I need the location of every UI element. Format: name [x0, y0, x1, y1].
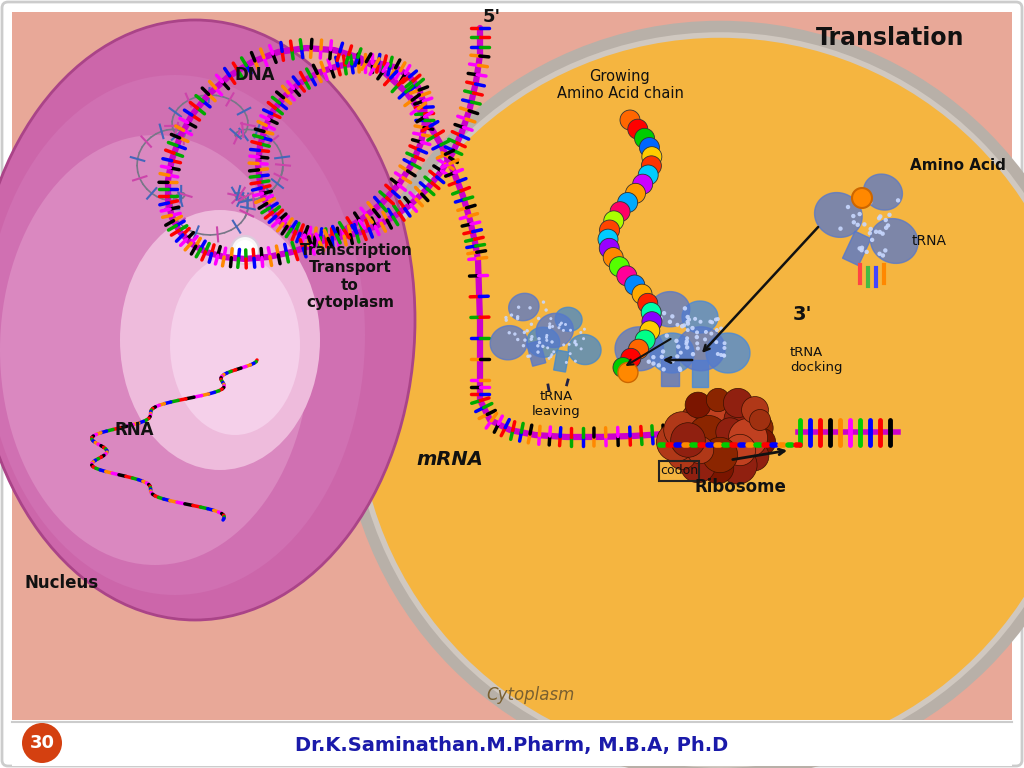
Circle shape: [896, 198, 900, 203]
Circle shape: [662, 367, 666, 372]
Circle shape: [685, 315, 690, 319]
Circle shape: [568, 353, 571, 355]
Circle shape: [883, 248, 888, 253]
Circle shape: [722, 353, 726, 357]
Circle shape: [705, 400, 735, 430]
Circle shape: [724, 402, 760, 438]
Circle shape: [569, 329, 572, 332]
Circle shape: [719, 326, 723, 330]
Circle shape: [528, 354, 531, 358]
Circle shape: [680, 324, 684, 329]
Circle shape: [723, 389, 753, 418]
Circle shape: [879, 214, 883, 219]
Circle shape: [886, 223, 890, 227]
Circle shape: [641, 156, 662, 176]
Text: Translation: Translation: [816, 26, 965, 50]
Circle shape: [702, 437, 737, 472]
Circle shape: [573, 341, 577, 344]
Polygon shape: [526, 340, 546, 366]
Circle shape: [582, 337, 585, 340]
Circle shape: [580, 331, 583, 334]
Circle shape: [682, 323, 686, 327]
Circle shape: [749, 429, 775, 455]
Circle shape: [723, 346, 726, 350]
Circle shape: [643, 346, 647, 350]
Circle shape: [580, 347, 583, 350]
Circle shape: [715, 340, 718, 344]
Circle shape: [628, 119, 648, 139]
Circle shape: [635, 128, 654, 148]
Circle shape: [633, 174, 652, 194]
Circle shape: [695, 330, 699, 334]
Circle shape: [851, 214, 855, 218]
Circle shape: [641, 303, 662, 323]
Polygon shape: [870, 219, 918, 263]
Circle shape: [686, 321, 690, 326]
Circle shape: [508, 331, 511, 334]
Circle shape: [583, 328, 586, 331]
Circle shape: [846, 205, 850, 209]
Circle shape: [868, 200, 872, 204]
Text: Ribosome: Ribosome: [694, 478, 786, 496]
Circle shape: [688, 415, 728, 455]
Ellipse shape: [0, 20, 415, 620]
Polygon shape: [554, 350, 569, 372]
Circle shape: [722, 354, 726, 358]
Circle shape: [525, 329, 528, 333]
Circle shape: [510, 313, 513, 316]
Circle shape: [864, 250, 869, 254]
Circle shape: [557, 326, 560, 329]
Circle shape: [674, 339, 679, 343]
Circle shape: [598, 229, 618, 249]
Text: Amino Acid: Amino Acid: [910, 158, 1006, 173]
Circle shape: [635, 330, 655, 350]
Circle shape: [599, 238, 620, 258]
Circle shape: [530, 335, 534, 339]
Circle shape: [574, 343, 578, 346]
Circle shape: [860, 246, 864, 250]
Circle shape: [698, 319, 702, 324]
Circle shape: [715, 328, 719, 332]
Circle shape: [526, 355, 529, 358]
Polygon shape: [490, 326, 527, 360]
Circle shape: [548, 357, 551, 360]
Circle shape: [537, 344, 540, 347]
Circle shape: [609, 257, 630, 276]
Circle shape: [565, 361, 568, 364]
Circle shape: [528, 306, 531, 310]
Circle shape: [859, 197, 863, 201]
Circle shape: [724, 435, 756, 465]
Circle shape: [513, 333, 516, 336]
Circle shape: [641, 339, 645, 343]
Ellipse shape: [0, 75, 365, 595]
Circle shape: [632, 284, 652, 304]
Circle shape: [681, 405, 709, 432]
Text: Dr.K.Saminathan.M.Pharm, M.B.A, Ph.D: Dr.K.Saminathan.M.Pharm, M.B.A, Ph.D: [295, 736, 729, 754]
Circle shape: [538, 341, 542, 344]
Circle shape: [703, 330, 708, 334]
Circle shape: [600, 220, 620, 240]
Circle shape: [552, 350, 555, 353]
Circle shape: [617, 362, 638, 382]
Circle shape: [562, 343, 565, 346]
Circle shape: [545, 339, 548, 342]
Circle shape: [881, 231, 885, 236]
Circle shape: [538, 337, 541, 340]
Polygon shape: [650, 333, 694, 373]
Circle shape: [691, 352, 695, 356]
Circle shape: [567, 343, 570, 346]
Circle shape: [651, 355, 655, 359]
Circle shape: [642, 312, 662, 332]
Circle shape: [548, 323, 551, 326]
Circle shape: [548, 326, 551, 329]
Circle shape: [558, 323, 561, 326]
Polygon shape: [537, 313, 573, 347]
Circle shape: [678, 366, 682, 370]
Circle shape: [741, 396, 768, 423]
Circle shape: [728, 419, 768, 458]
Circle shape: [640, 321, 659, 341]
Circle shape: [695, 341, 699, 346]
Polygon shape: [509, 293, 539, 321]
Text: 3': 3': [793, 305, 812, 324]
